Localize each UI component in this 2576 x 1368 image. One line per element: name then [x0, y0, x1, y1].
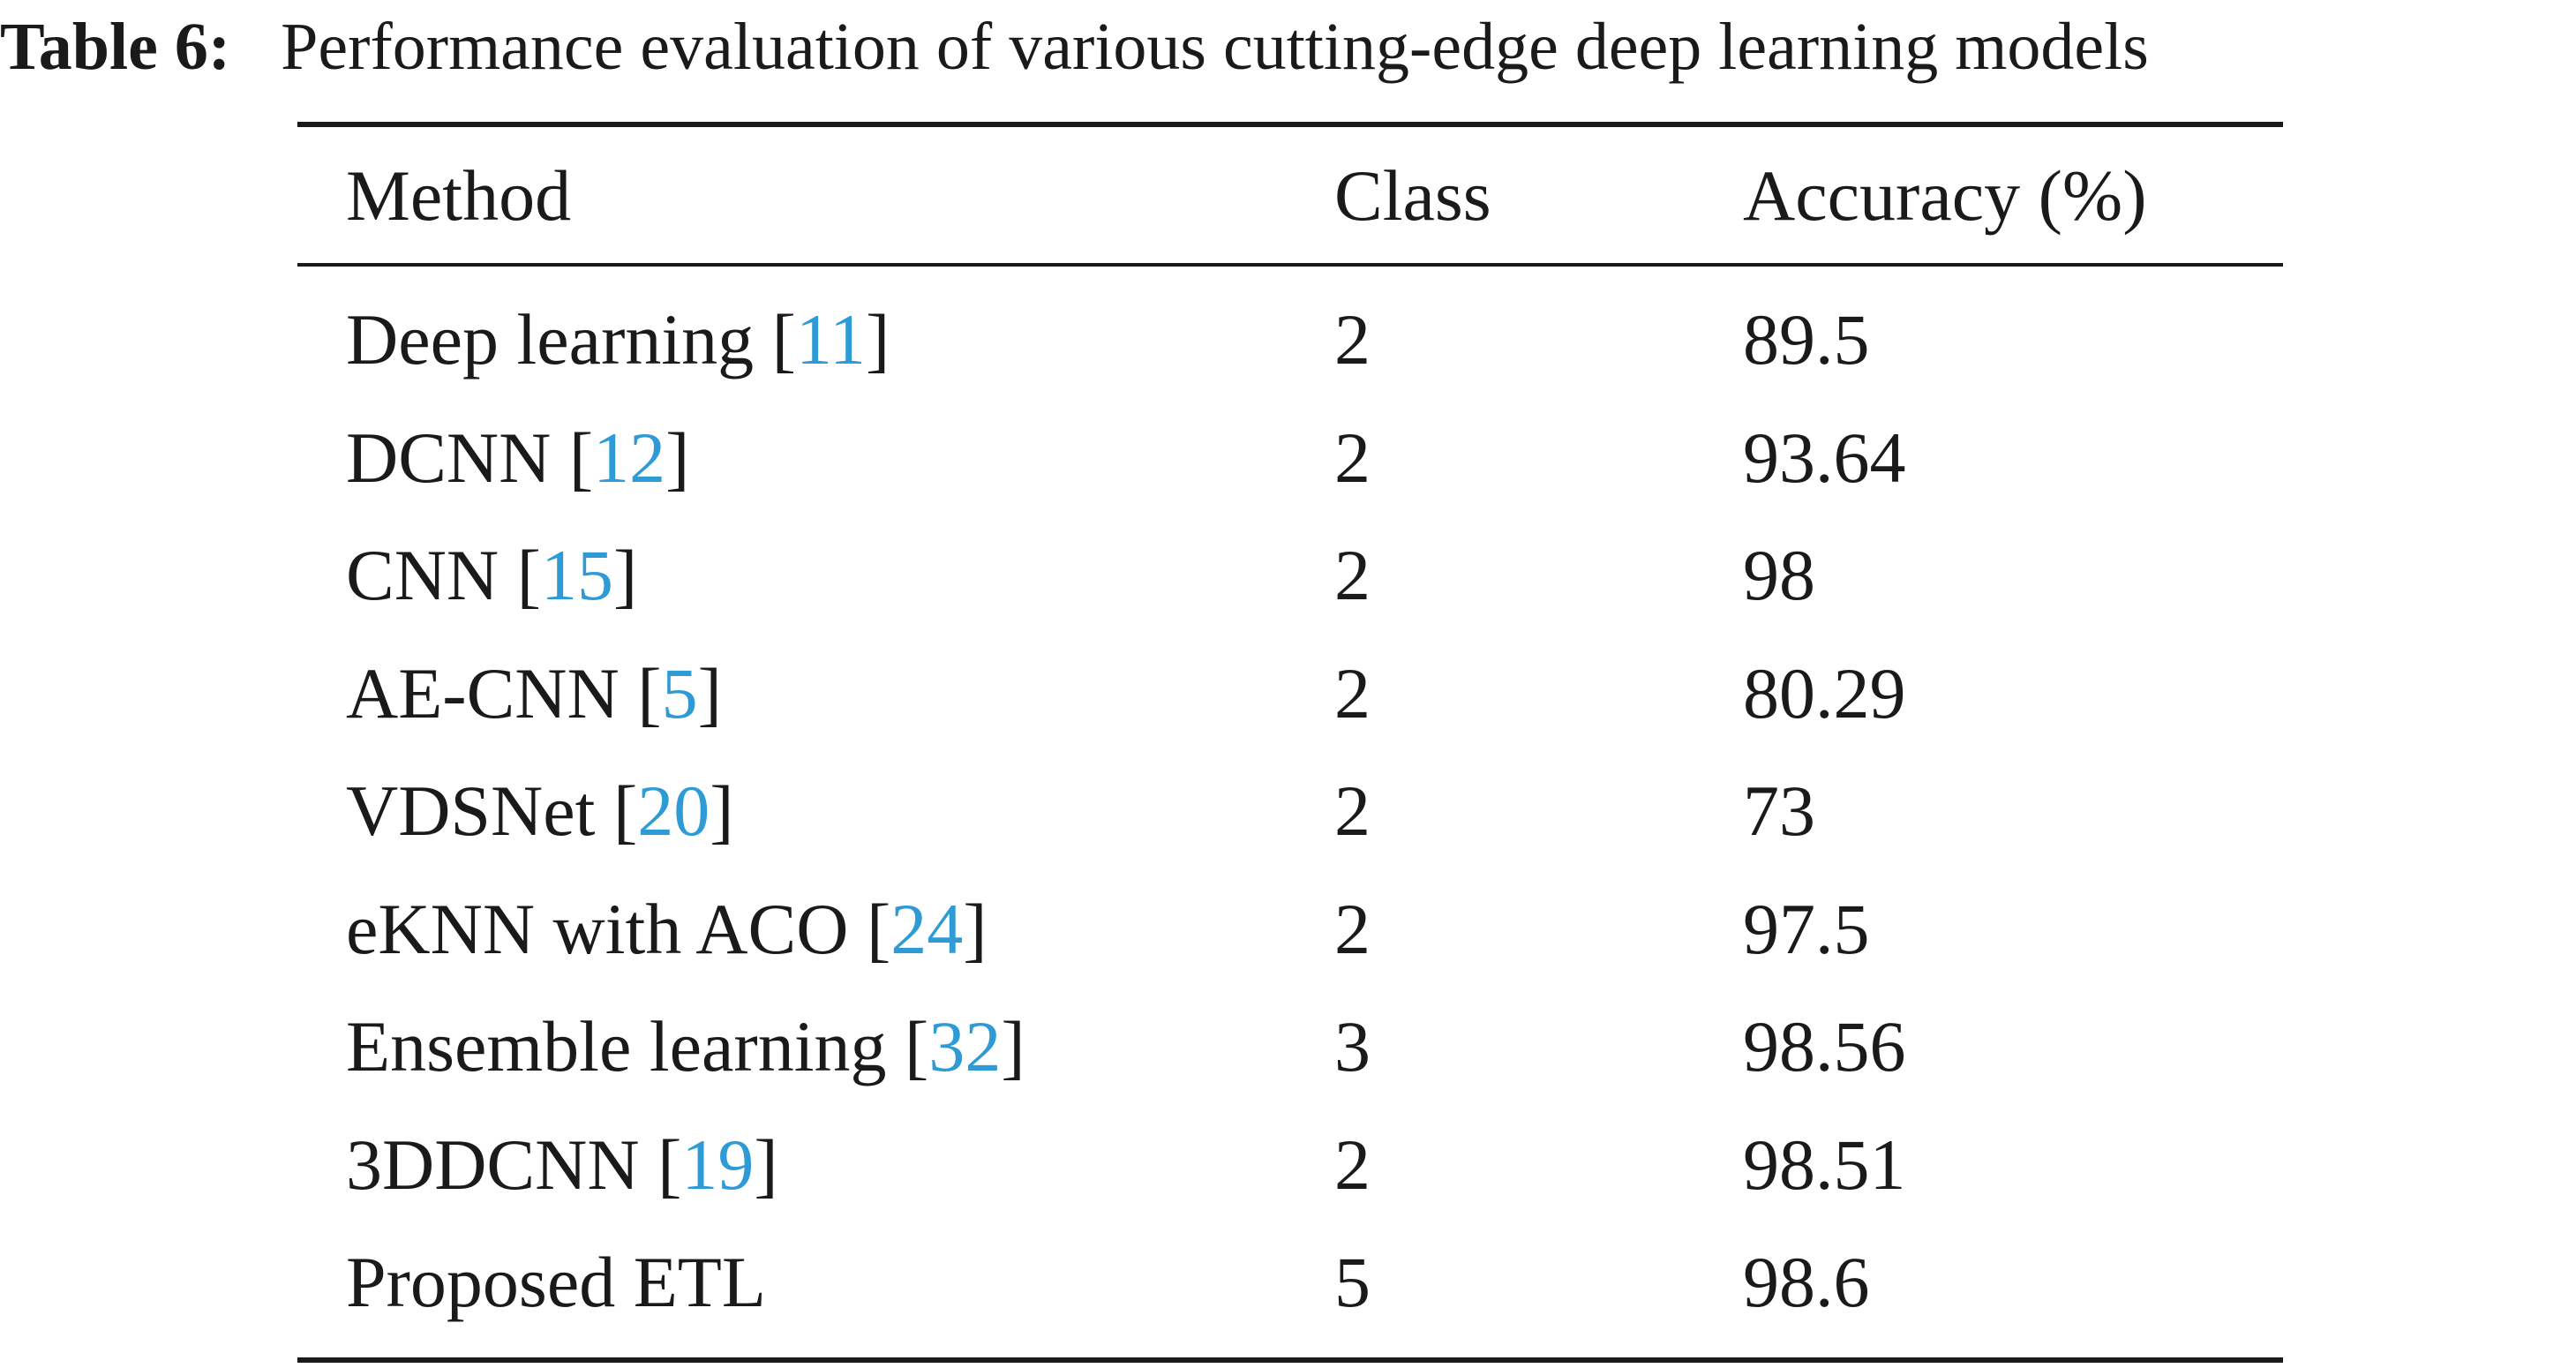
table-header-rule: [297, 263, 2283, 267]
table-row-accuracy: 98.6: [1743, 1242, 1870, 1322]
citation-link[interactable]: 32: [928, 1006, 1002, 1086]
method-name: Ensemble learning: [346, 1006, 887, 1086]
table-row-class: 2: [1334, 535, 1371, 615]
method-name: DCNN: [346, 417, 552, 498]
citation-link[interactable]: 19: [681, 1124, 755, 1205]
ref-close-bracket: ]: [612, 535, 638, 615]
method-name: 3DDCNN: [346, 1124, 640, 1205]
table-row-accuracy: 97.5: [1743, 889, 1870, 969]
ref-open-bracket: [: [639, 1124, 682, 1205]
ref-open-bracket: [: [754, 299, 796, 380]
table-row-class: 5: [1334, 1242, 1371, 1322]
ref-close-bracket: ]: [754, 1124, 778, 1205]
table-row-method: 3DDCNN [19]: [346, 1121, 778, 1209]
ref-close-bracket: ]: [1001, 1006, 1025, 1086]
ref-open-bracket: [: [595, 770, 638, 851]
table-row-accuracy: 93.64: [1743, 417, 1906, 498]
table-row-method: VDSNet [20]: [346, 767, 734, 855]
table-top-rule: [297, 122, 2283, 127]
method-name: eKNN with ACO: [346, 889, 849, 969]
table-row-method: CNN [15]: [346, 531, 637, 620]
table-caption-text: Performance evaluation of various cuttin…: [281, 10, 2149, 84]
table-row-accuracy: 73: [1743, 770, 1815, 851]
table-row-method: Deep learning [11]: [346, 296, 890, 384]
citation-link[interactable]: 11: [795, 299, 866, 380]
method-name: AE-CNN: [346, 653, 620, 733]
table-row-class: 3: [1334, 1006, 1371, 1086]
citation-link[interactable]: 24: [890, 889, 964, 969]
table-row-method: DCNN [12]: [346, 414, 689, 502]
header-class: Class: [1334, 155, 1491, 236]
header-accuracy: Accuracy (%): [1743, 155, 2147, 236]
table-row-accuracy: 98: [1743, 535, 1815, 615]
table-row-accuracy: 98.56: [1743, 1006, 1906, 1086]
method-name: Deep learning: [346, 299, 755, 380]
citation-link[interactable]: 5: [661, 653, 698, 733]
ref-close-bracket: ]: [865, 299, 890, 380]
table-row-method: Ensemble learning [32]: [346, 1003, 1025, 1091]
citation-link[interactable]: 15: [540, 535, 613, 615]
table-row-method: eKNN with ACO [24]: [346, 885, 988, 973]
table-row-class: 2: [1334, 417, 1371, 498]
table-row-accuracy: 98.51: [1743, 1124, 1906, 1205]
ref-close-bracket: ]: [697, 653, 722, 733]
table-row-method: Proposed ETL: [346, 1238, 766, 1327]
citation-link[interactable]: 20: [637, 770, 710, 851]
table-row-accuracy: 89.5: [1743, 299, 1870, 380]
table-row-class: 2: [1334, 299, 1371, 380]
ref-open-bracket: [: [499, 535, 541, 615]
ref-open-bracket: [: [551, 417, 594, 498]
table-row-accuracy: 80.29: [1743, 653, 1906, 733]
ref-open-bracket: [: [886, 1006, 929, 1086]
citation-link[interactable]: 12: [593, 417, 666, 498]
ref-open-bracket: [: [619, 653, 662, 733]
method-name: Proposed ETL: [346, 1242, 766, 1322]
ref-close-bracket: ]: [963, 889, 988, 969]
table-row-class: 2: [1334, 653, 1371, 733]
method-name: VDSNet: [346, 770, 596, 851]
table-row-class: 2: [1334, 1124, 1371, 1205]
ref-close-bracket: ]: [710, 770, 734, 851]
header-method: Method: [346, 155, 572, 236]
table-row-class: 2: [1334, 889, 1371, 969]
table-caption: Table 6: Performance evaluation of vario…: [0, 7, 2576, 86]
table-bottom-rule: [297, 1357, 2283, 1363]
ref-close-bracket: ]: [665, 417, 690, 498]
table-row-class: 2: [1334, 770, 1371, 851]
ref-open-bracket: [: [848, 889, 891, 969]
method-name: CNN: [346, 535, 499, 615]
table-row-method: AE-CNN [5]: [346, 650, 722, 738]
table-caption-spacer: [247, 10, 264, 84]
table-caption-label: Table 6:: [0, 10, 231, 84]
